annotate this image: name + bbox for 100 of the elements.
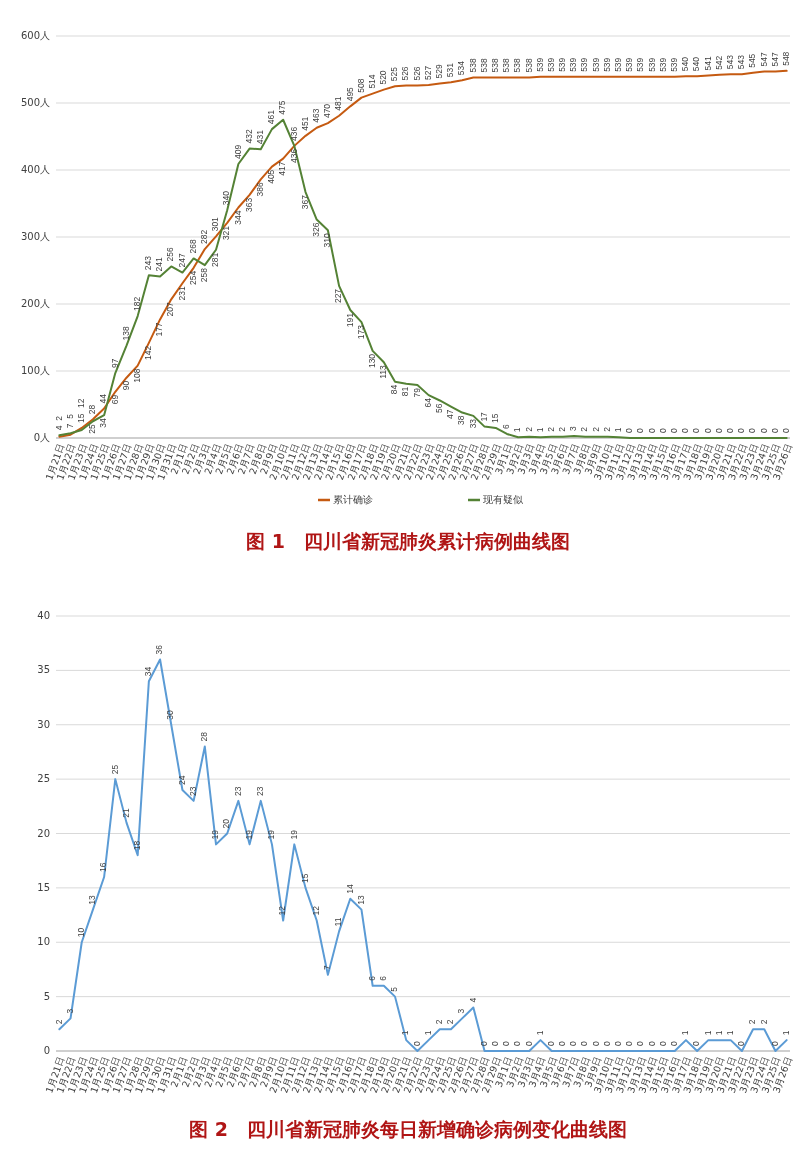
data-label: 0 (512, 1041, 523, 1046)
y-tick-label: 5 (43, 990, 50, 1002)
data-label: 23 (255, 786, 266, 796)
data-label: 1 (534, 427, 545, 433)
data-label: 461 (266, 109, 277, 125)
data-label: 526 (400, 66, 411, 81)
data-label: 2 (53, 415, 64, 421)
data-label: 28 (199, 731, 210, 742)
data-label: 0 (780, 428, 791, 433)
data-label: 540 (691, 56, 702, 72)
data-label: 0 (747, 428, 758, 433)
data-label: 0 (568, 1041, 579, 1046)
data-label: 177 (154, 322, 165, 337)
data-label: 1 (713, 1030, 724, 1036)
data-label: 2 (434, 1019, 445, 1025)
data-label: 3 (64, 1008, 75, 1014)
data-label: 539 (545, 57, 556, 72)
data-label: 2 (545, 426, 556, 432)
y-tick-label: 400人 (20, 164, 50, 175)
y-tick-label: 100人 (20, 365, 50, 376)
data-label: 0 (635, 428, 646, 433)
data-label: 0 (411, 1041, 422, 1046)
data-label: 539 (568, 57, 579, 72)
y-tick-label: 600人 (20, 30, 50, 41)
data-label: 543 (724, 54, 735, 70)
data-label: 6 (378, 975, 389, 981)
data-label: 0 (691, 1041, 702, 1046)
data-label: 142 (143, 345, 154, 361)
data-label: 38 (456, 415, 467, 426)
data-label: 539 (601, 57, 612, 72)
data-label: 367 (299, 194, 310, 210)
data-label: 13 (355, 894, 366, 905)
data-label: 0 (680, 428, 691, 433)
data-label: 0 (736, 1041, 747, 1046)
data-label: 207 (165, 302, 176, 317)
data-label: 247 (176, 253, 187, 268)
data-label: 538 (489, 58, 500, 73)
data-label: 538 (467, 58, 478, 73)
data-label: 470 (322, 103, 333, 119)
data-label: 173 (355, 324, 366, 340)
y-tick-label: 200人 (20, 298, 50, 309)
data-label: 0 (635, 1041, 646, 1046)
data-label: 23 (187, 786, 198, 796)
data-label: 2 (579, 426, 590, 432)
data-label: 538 (512, 58, 523, 73)
data-label: 0 (769, 428, 780, 433)
data-label: 5 (389, 986, 400, 992)
y-tick-label: 0 (43, 1045, 50, 1056)
data-label: 451 (299, 116, 310, 131)
data-label: 1 (534, 1030, 545, 1036)
data-label: 1 (702, 1030, 713, 1036)
data-label: 30 (165, 710, 176, 720)
data-label: 0 (501, 1041, 512, 1046)
data-label: 281 (210, 252, 221, 267)
data-label: 344 (232, 210, 243, 225)
data-label: 268 (187, 238, 198, 254)
data-label: 12 (75, 398, 86, 408)
data-label: 539 (624, 57, 635, 72)
data-label: 0 (769, 1041, 780, 1046)
data-label: 34 (143, 666, 154, 677)
data-label: 541 (702, 56, 713, 71)
legend-label: 累计确诊 (333, 494, 373, 505)
text: 图 1 四川省新冠肺炎累计病例曲线图 (246, 530, 570, 552)
data-label: 539 (534, 57, 545, 72)
data-label: 527 (422, 65, 433, 80)
data-label: 0 (646, 1041, 657, 1046)
y-tick-label: 0人 (33, 432, 50, 443)
data-label: 0 (590, 1041, 601, 1046)
data-label: 0 (646, 428, 657, 433)
data-label: 2 (758, 1019, 769, 1025)
data-label: 0 (669, 428, 679, 433)
data-label: 529 (434, 64, 445, 79)
data-label: 3 (568, 425, 579, 431)
data-label: 531 (445, 62, 456, 78)
data-label: 241 (154, 257, 165, 272)
data-label: 463 (310, 108, 321, 123)
data-label: 0 (669, 1041, 679, 1046)
data-label: 0 (489, 1041, 500, 1046)
data-label: 1 (613, 427, 624, 433)
data-label: 90 (120, 380, 131, 391)
data-label: 539 (613, 57, 624, 72)
y-tick-label: 20 (37, 827, 50, 839)
data-label: 1 (422, 1030, 433, 1036)
data-label: 227 (333, 288, 344, 304)
y-tick-label: 30 (37, 718, 50, 730)
data-label: 84 (389, 384, 400, 395)
data-label: 495 (344, 86, 355, 102)
data-label: 7 (322, 964, 333, 970)
data-label: 12 (310, 905, 321, 916)
data-label: 520 (378, 70, 389, 85)
data-label: 182 (131, 296, 142, 312)
data-label: 2 (590, 426, 601, 432)
data-label: 539 (657, 57, 668, 72)
y-tick-label: 300人 (20, 231, 50, 242)
data-label: 47 (445, 409, 456, 419)
data-label: 28 (87, 404, 98, 415)
data-label: 17 (478, 411, 489, 422)
data-label: 36 (154, 644, 165, 655)
data-label: 12 (277, 905, 288, 916)
data-label: 0 (657, 428, 668, 433)
